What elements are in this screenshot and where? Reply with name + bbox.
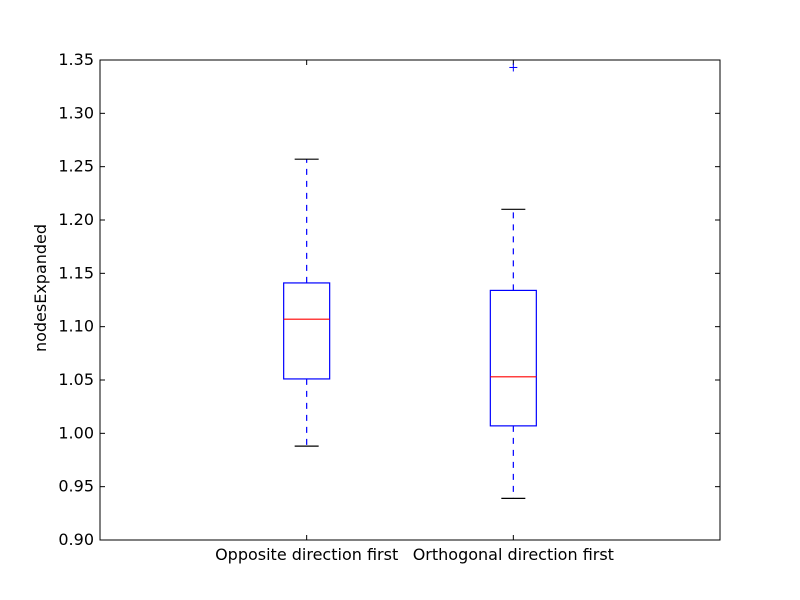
outlier-marker <box>509 63 518 72</box>
y-tick-label: 1.25 <box>58 157 94 176</box>
y-tick-label: 0.95 <box>58 477 94 496</box>
y-tick-label: 1.10 <box>58 317 94 336</box>
iqr-box <box>283 282 331 380</box>
x-tick-label: Orthogonal direction first <box>413 545 614 564</box>
iqr-box <box>489 289 537 427</box>
y-tick-label: 1.30 <box>58 103 94 122</box>
x-axis-ticks: Opposite direction first Orthogonal direc… <box>215 60 614 564</box>
y-tick-label: 1.00 <box>58 423 94 442</box>
x-tick-label: Opposite direction first <box>215 545 398 564</box>
boxes <box>283 63 537 499</box>
y-tick-label: 1.20 <box>58 210 94 229</box>
box-series-1 <box>283 158 331 447</box>
y-axis-ticks: 0.90 0.95 1.00 1.05 1.10 1.15 1.20 1.25 1.30 1.35 <box>58 50 720 549</box>
y-tick-label: 0.90 <box>58 530 94 549</box>
y-axis-label: nodesExpanded <box>31 224 50 352</box>
y-tick-label: 1.35 <box>58 50 94 69</box>
y-tick-label: 1.05 <box>58 370 94 389</box>
plot-area-frame <box>99 59 721 541</box>
y-tick-label: 1.15 <box>58 263 94 282</box>
box-series-2 <box>489 63 537 499</box>
